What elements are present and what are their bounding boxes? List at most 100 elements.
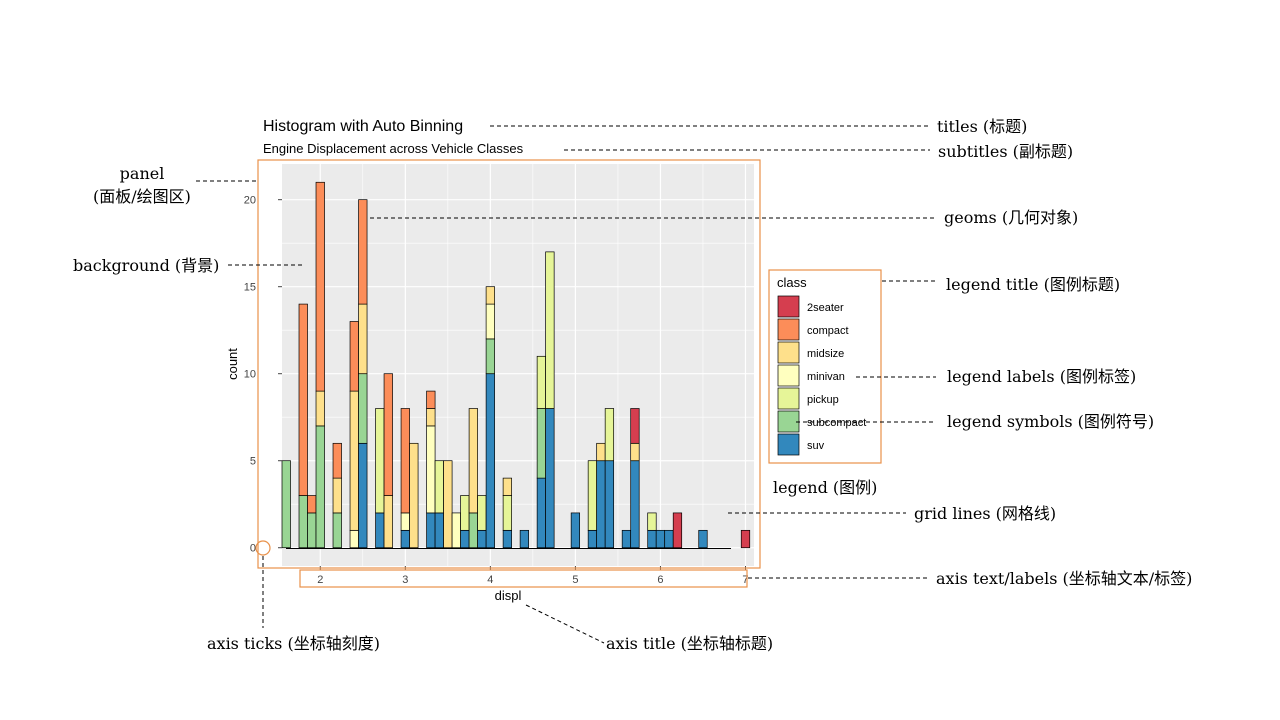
- bar-segment-2seater: [672, 512, 683, 549]
- label-background: background (背景): [73, 256, 219, 275]
- label-legend-title: legend title (图例标题): [946, 275, 1120, 294]
- bar-segment-suv: [460, 529, 470, 549]
- bar-segment-subcompact: [298, 495, 308, 549]
- bar-segment-midsize: [443, 460, 453, 549]
- axis-text-highlight-box: [299, 569, 748, 588]
- bar-segment-compact: [332, 442, 342, 479]
- bar-segment-suv: [570, 512, 581, 549]
- bar-segment-compact: [383, 373, 393, 496]
- bar-segment-subcompact: [485, 338, 495, 375]
- bar-segment-suv: [426, 512, 436, 549]
- bar-segment-compact: [307, 495, 317, 514]
- bar-segment-pickup: [536, 355, 546, 409]
- bar-segment-subcompact: [332, 512, 342, 549]
- y-tick-label: 10: [244, 369, 256, 381]
- bar-segment-pickup: [460, 495, 470, 531]
- label-axis-text: axis text/labels (坐标轴文本/标签): [936, 569, 1192, 588]
- x-axis-title: displ: [495, 588, 522, 603]
- label-legend: legend (图例): [773, 478, 877, 497]
- bar-segment-2seater: [630, 408, 640, 444]
- legend: 2seater compact midsize minivan pickup subcom…: [777, 295, 866, 456]
- x-tick-label: 3: [402, 574, 408, 586]
- legend-key-2seater: [777, 295, 800, 318]
- bar-segment-pickup: [434, 460, 444, 514]
- bar-segment-midsize: [332, 477, 342, 514]
- bar-segment-midsize: [596, 442, 606, 462]
- bar-segment-minivan: [451, 512, 461, 549]
- x-tick-label: 7: [742, 574, 748, 586]
- bar-segment-pickup: [545, 251, 555, 409]
- bar-segment-pickup: [502, 495, 512, 531]
- label-panel-cn: (面板/绘图区): [93, 187, 191, 206]
- bar-segment-pickup: [477, 495, 487, 531]
- chart-title: Histogram with Auto Binning: [263, 118, 463, 135]
- bar-segment-compact: [349, 321, 359, 392]
- y-axis-ticks: 0 5 10 15 20: [244, 195, 282, 555]
- bar-segment-suv: [647, 529, 657, 549]
- bar-segment-suv: [664, 529, 674, 549]
- legend-key-midsize: [777, 341, 800, 364]
- y-axis-title: count: [225, 348, 240, 380]
- legend-key-pickup: [777, 387, 800, 410]
- bar-segment-compact: [400, 408, 410, 514]
- legend-label-minivan: minivan: [807, 371, 845, 383]
- legend-key-subcompact: [777, 410, 800, 433]
- x-axis-ticks: 2 3 4 5 6 7: [317, 566, 749, 586]
- legend-label-2seater: 2seater: [807, 302, 844, 314]
- label-grid-lines: grid lines (网格线): [914, 504, 1056, 523]
- legend-key-minivan: [777, 364, 800, 387]
- bar-segment-pickup: [587, 460, 598, 531]
- bar-segment-compact: [315, 181, 325, 392]
- legend-label-suv: suv: [807, 440, 825, 452]
- bar-segment-subcompact: [307, 512, 317, 549]
- y-tick-label: 5: [250, 456, 256, 468]
- bar-segment-subcompact: [468, 512, 478, 549]
- bar-segment-compact: [358, 199, 368, 305]
- bar-segment-minivan: [349, 529, 359, 549]
- bar-segment-pickup: [647, 512, 657, 531]
- bar-segment-subcompact: [281, 460, 291, 549]
- bar-segment-suv: [698, 529, 708, 549]
- bar-segment-suv: [630, 460, 640, 549]
- bar-segment-minivan: [400, 512, 410, 531]
- bar-segment-suv: [587, 529, 598, 549]
- label-subtitles: subtitles (副标题): [938, 142, 1073, 161]
- bar-segment-suv: [604, 460, 615, 549]
- label-axis-title: axis title (坐标轴标题): [606, 634, 773, 653]
- bar-segment-midsize: [315, 390, 325, 427]
- legend-label-pickup: pickup: [807, 394, 839, 406]
- bar-segment-midsize: [358, 303, 368, 375]
- bar-segment-suv: [375, 512, 385, 549]
- label-panel: panel: [120, 164, 165, 183]
- bar-segment-midsize: [502, 477, 512, 496]
- legend-label-subcompact: subcompact: [807, 417, 866, 429]
- bar-segment-suv: [596, 460, 606, 549]
- bar-segment-suv: [621, 529, 632, 549]
- bar-segment-midsize: [426, 408, 436, 427]
- legend-key-compact: [777, 318, 800, 341]
- legend-key-suv: [777, 433, 800, 456]
- y-tick-label: 20: [244, 195, 256, 207]
- chart-subtitle: Engine Displacement across Vehicle Class…: [263, 141, 524, 156]
- bar-segment-pickup: [604, 408, 615, 462]
- bar-segment-suv: [434, 512, 444, 549]
- bar-segment-midsize: [349, 390, 359, 531]
- x-tick-label: 4: [487, 574, 493, 586]
- bar-segment-suv: [477, 529, 487, 549]
- label-axis-ticks: axis ticks (坐标轴刻度): [207, 634, 380, 653]
- bar-segment-compact: [426, 390, 436, 409]
- leader-axis-title: [525, 604, 605, 644]
- legend-highlight-box: [768, 269, 882, 464]
- bar-segment-suv: [655, 529, 666, 549]
- legend-label-midsize: midsize: [807, 348, 844, 360]
- bar-segment-subcompact: [315, 425, 325, 549]
- bar-segment-minivan: [485, 303, 495, 340]
- bar-segment-2seater: [740, 529, 751, 549]
- bar-segment-midsize: [485, 286, 495, 305]
- bar-segment-suv: [485, 373, 495, 549]
- bar-segment-suv: [536, 477, 546, 549]
- bar-segment-compact: [298, 303, 308, 496]
- bar-segment-minivan: [426, 425, 436, 514]
- label-geoms: geoms (几何对象): [944, 208, 1078, 227]
